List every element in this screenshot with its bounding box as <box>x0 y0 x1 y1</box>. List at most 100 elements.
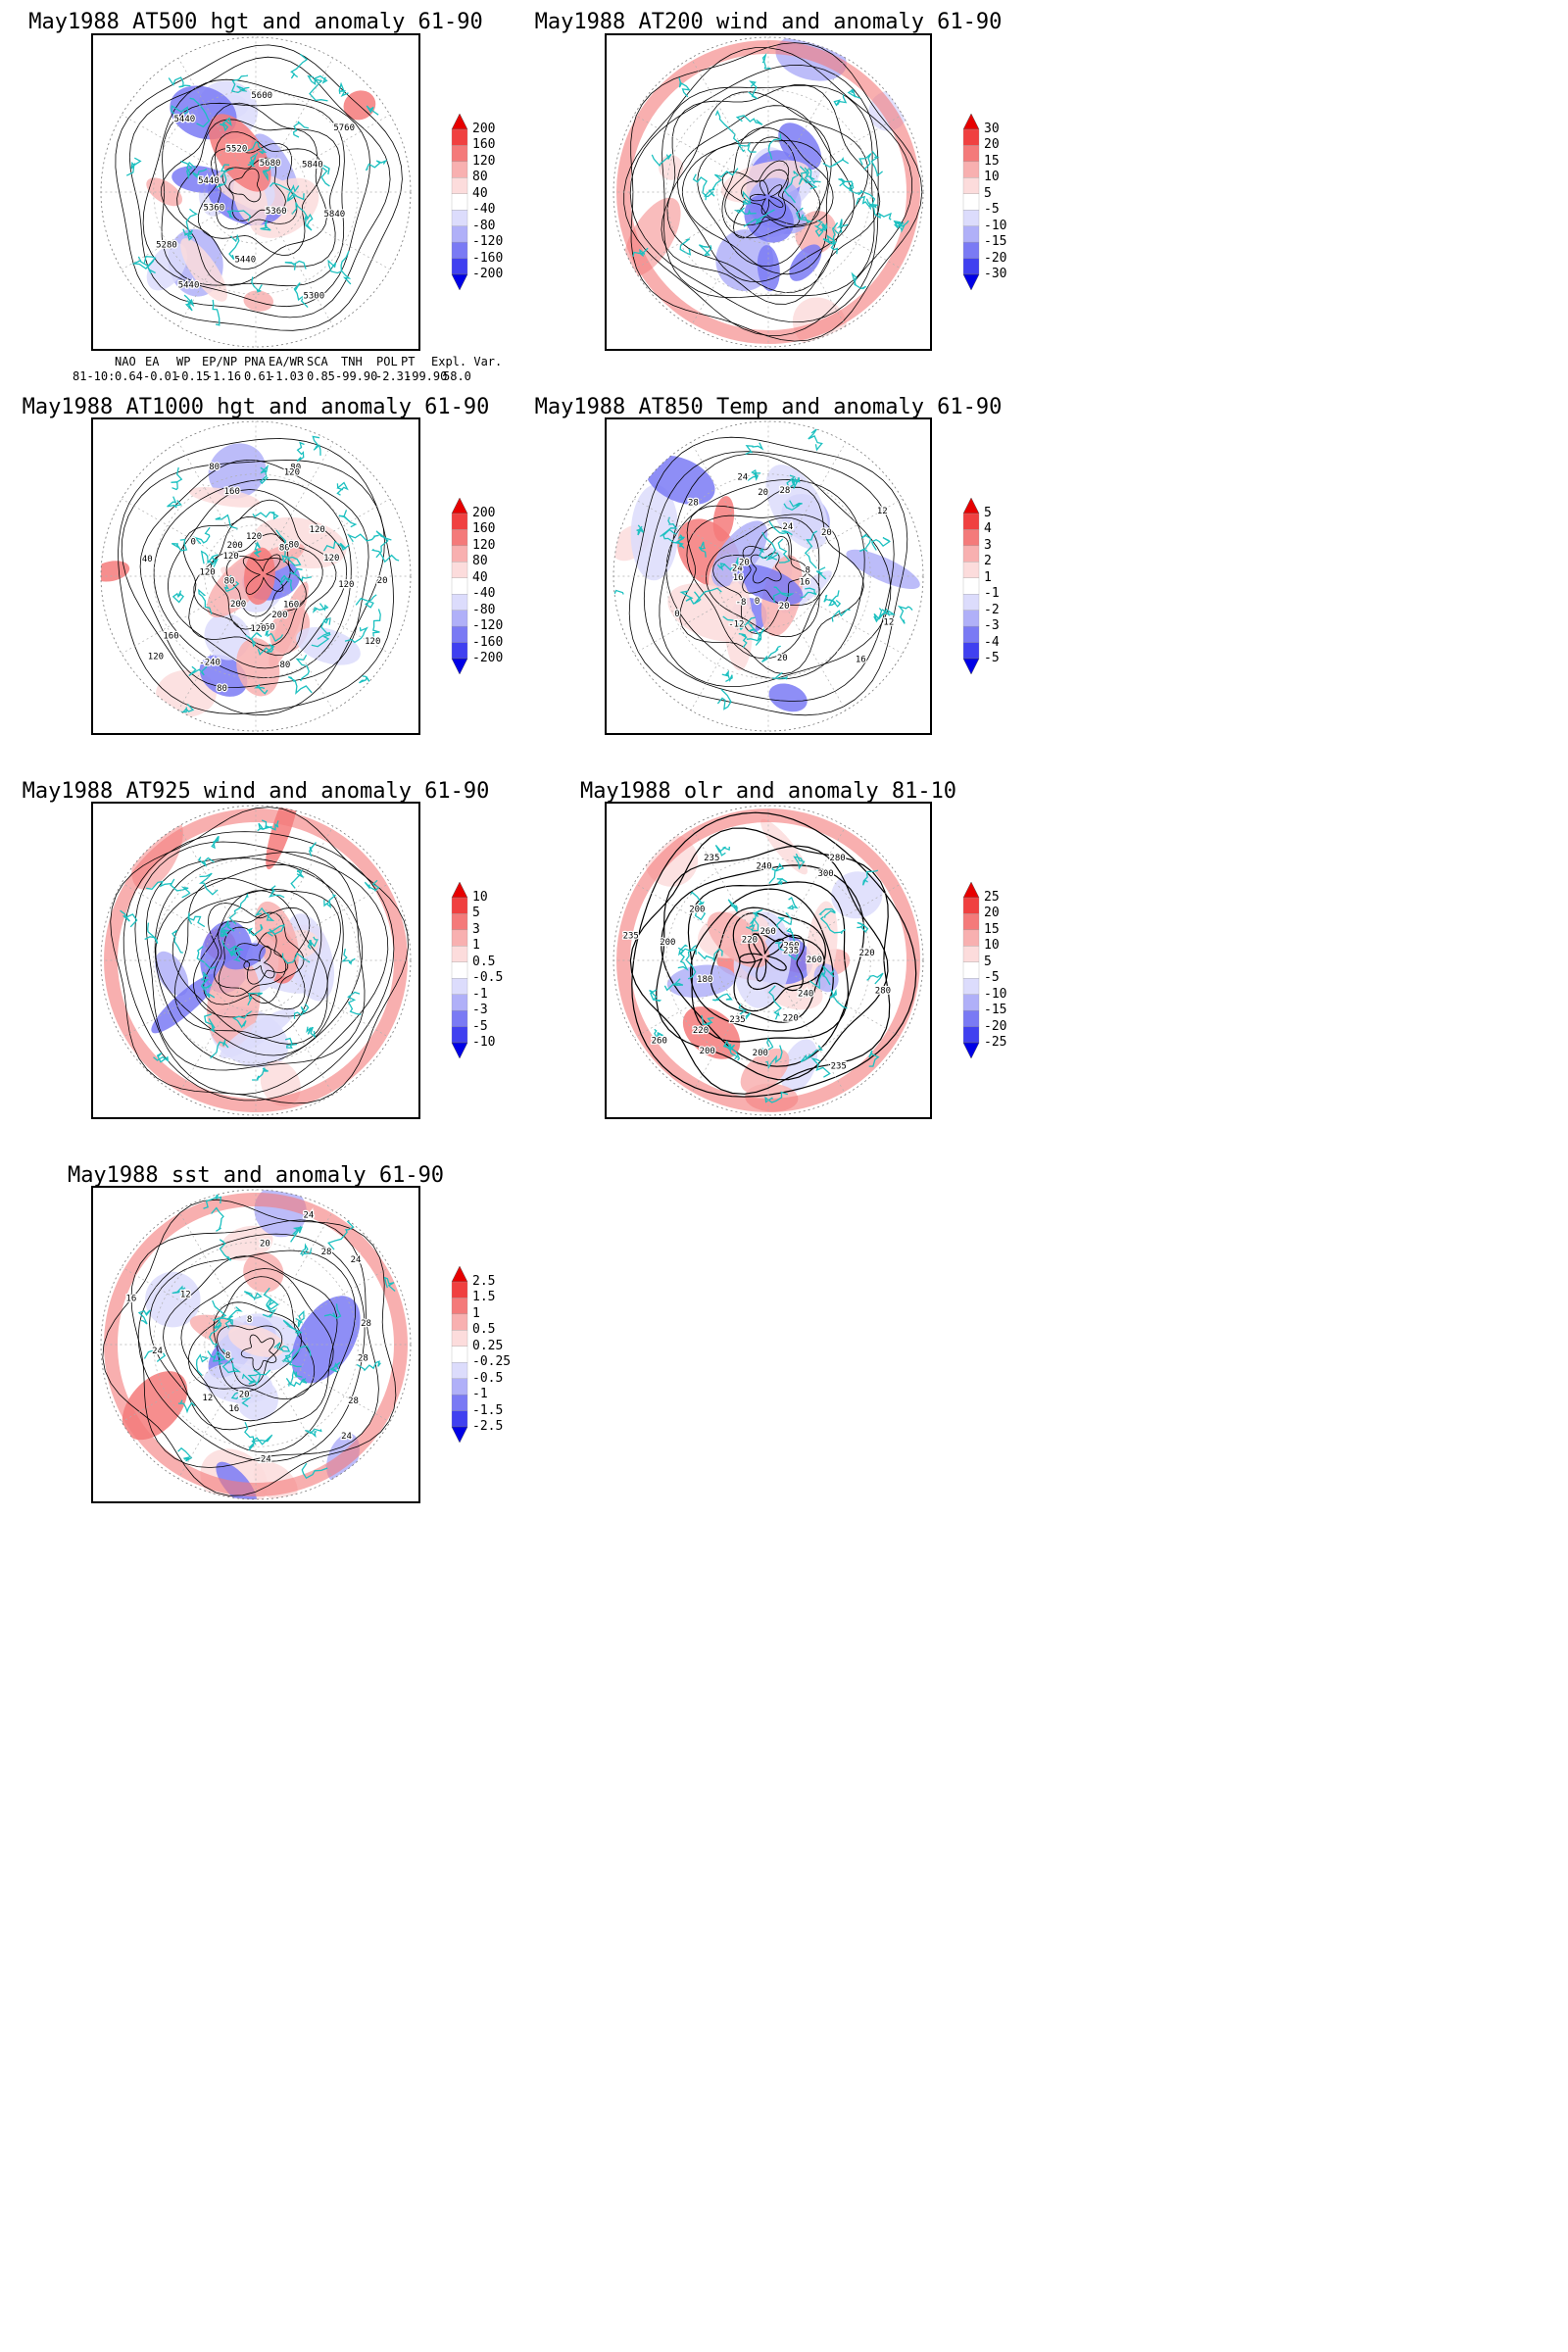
polar-map <box>100 805 412 1116</box>
contour-line <box>724 136 821 226</box>
panel-5-colorbar: 10 5 3 1 0.5 -0.5 -1 -3 -5 -10 <box>449 882 508 1058</box>
coastline <box>200 983 216 999</box>
coastline <box>295 654 311 682</box>
contour-label: 28 <box>688 498 699 508</box>
colorbar-swatch <box>962 994 980 1011</box>
coastline <box>662 528 682 548</box>
meridian-gridline <box>121 498 229 562</box>
coastline <box>263 1287 279 1310</box>
meridian-gridline <box>690 603 754 711</box>
contour-line <box>721 160 801 239</box>
contour-label: 280 <box>829 854 845 863</box>
coastline <box>307 936 318 950</box>
contour-label: 5680 <box>260 159 281 169</box>
meridian-gridline <box>282 114 391 177</box>
contour-line <box>750 552 782 584</box>
panel-2-title: May1988 AT200 wind and anomaly 61-90 <box>534 10 1003 34</box>
contour-line <box>182 499 337 657</box>
meridian-gridline <box>783 57 847 166</box>
colorbar-swatch <box>451 642 468 660</box>
coastline <box>290 1225 303 1243</box>
meridian-gridline <box>177 825 241 934</box>
colorbar-tick-label: -120 <box>472 234 504 250</box>
contour-line <box>154 858 364 1066</box>
contour-label: 80 <box>290 464 301 473</box>
coastline <box>251 1434 273 1446</box>
coastline <box>798 166 812 185</box>
contour-label: 5600 <box>251 91 272 101</box>
anomaly-shading <box>658 155 684 180</box>
index-value-PT: -99.90 <box>405 369 448 383</box>
colorbar-tick-label: -5 <box>472 1018 488 1034</box>
coastline <box>839 180 863 196</box>
colorbar-tick-label: 0.25 <box>472 1338 504 1353</box>
anomaly-shading <box>151 973 219 1034</box>
coastline <box>783 500 803 512</box>
colorbar-swatch <box>451 1362 468 1379</box>
coastline <box>858 533 872 553</box>
panel-1-map: 5840 5360 5300 5440 5440 5280 5360 5440 5440 5520… <box>91 33 420 351</box>
coastline <box>195 1353 210 1377</box>
coastline <box>257 643 275 657</box>
panel-4-title: May1988 AT850 Temp and anomaly 61-90 <box>534 395 1003 419</box>
colorbar-tick-label: -15 <box>984 234 1007 250</box>
colorbar-swatch <box>451 577 468 595</box>
coastline <box>731 557 743 569</box>
contour-line <box>225 556 291 617</box>
meridian-gridline <box>177 441 241 550</box>
anomaly-shading <box>846 549 920 590</box>
colorbar-tick-label: -80 <box>472 218 496 233</box>
contour-label: 16 <box>228 1404 239 1414</box>
coastline <box>196 946 216 969</box>
contour-label: 260 <box>783 942 799 952</box>
coastline <box>171 538 188 552</box>
coastline <box>375 530 392 559</box>
colorbar-tick-label: -160 <box>472 634 504 650</box>
coastline <box>723 1044 739 1060</box>
contour-label: 240 <box>756 862 771 872</box>
meridian-gridline <box>795 882 904 946</box>
contour-label: 40 <box>142 555 153 564</box>
coastline <box>244 1422 256 1451</box>
contour-label: 28 <box>358 1353 368 1363</box>
colorbar-swatches <box>451 114 468 290</box>
contour-label: 5840 <box>302 161 323 171</box>
colorbar-swatch <box>451 241 468 259</box>
coastline <box>858 153 872 171</box>
colorbar-swatch <box>451 225 468 243</box>
polar-map <box>612 36 924 348</box>
meridian-gridline <box>795 114 904 177</box>
coastline <box>305 1428 322 1439</box>
anomaly-shading <box>220 1007 296 1058</box>
map-boundary <box>100 1189 412 1500</box>
coastline <box>800 587 817 599</box>
contour-line <box>679 486 864 675</box>
anomaly-shading <box>155 669 217 717</box>
coastline <box>221 1357 242 1374</box>
coastline <box>679 238 692 256</box>
coastline <box>284 260 307 270</box>
coastline <box>786 897 799 910</box>
colorbar-swatch <box>451 961 468 979</box>
contour-label: 28 <box>361 1319 371 1329</box>
coastline <box>383 1276 396 1292</box>
colorbar-swatch <box>962 529 980 547</box>
coastline <box>259 465 269 485</box>
coastline <box>212 299 220 326</box>
meridian-gridline <box>270 441 334 550</box>
panel-3-map: 120 120 160 200 80 160 120 80 -240 200 120 160 80 120… <box>91 417 420 735</box>
contour-label: 8 <box>247 1315 252 1325</box>
contour-label: 160 <box>259 623 274 633</box>
index-value-SCA: 0.85 <box>307 369 335 383</box>
coastline <box>716 563 734 571</box>
meridian-gridline <box>690 441 754 550</box>
meridian-gridline <box>282 207 391 270</box>
colorbar-tick-label: 10 <box>984 170 1000 185</box>
contour-label: 80 <box>217 684 227 694</box>
colorbar-tick-label: -4 <box>984 634 1000 650</box>
coastline <box>286 184 300 203</box>
coastline <box>329 1361 341 1373</box>
colorbar-bottom-arrow <box>451 1042 468 1058</box>
coastline <box>761 645 781 663</box>
colorbar-tick-label: -1 <box>472 986 488 1002</box>
